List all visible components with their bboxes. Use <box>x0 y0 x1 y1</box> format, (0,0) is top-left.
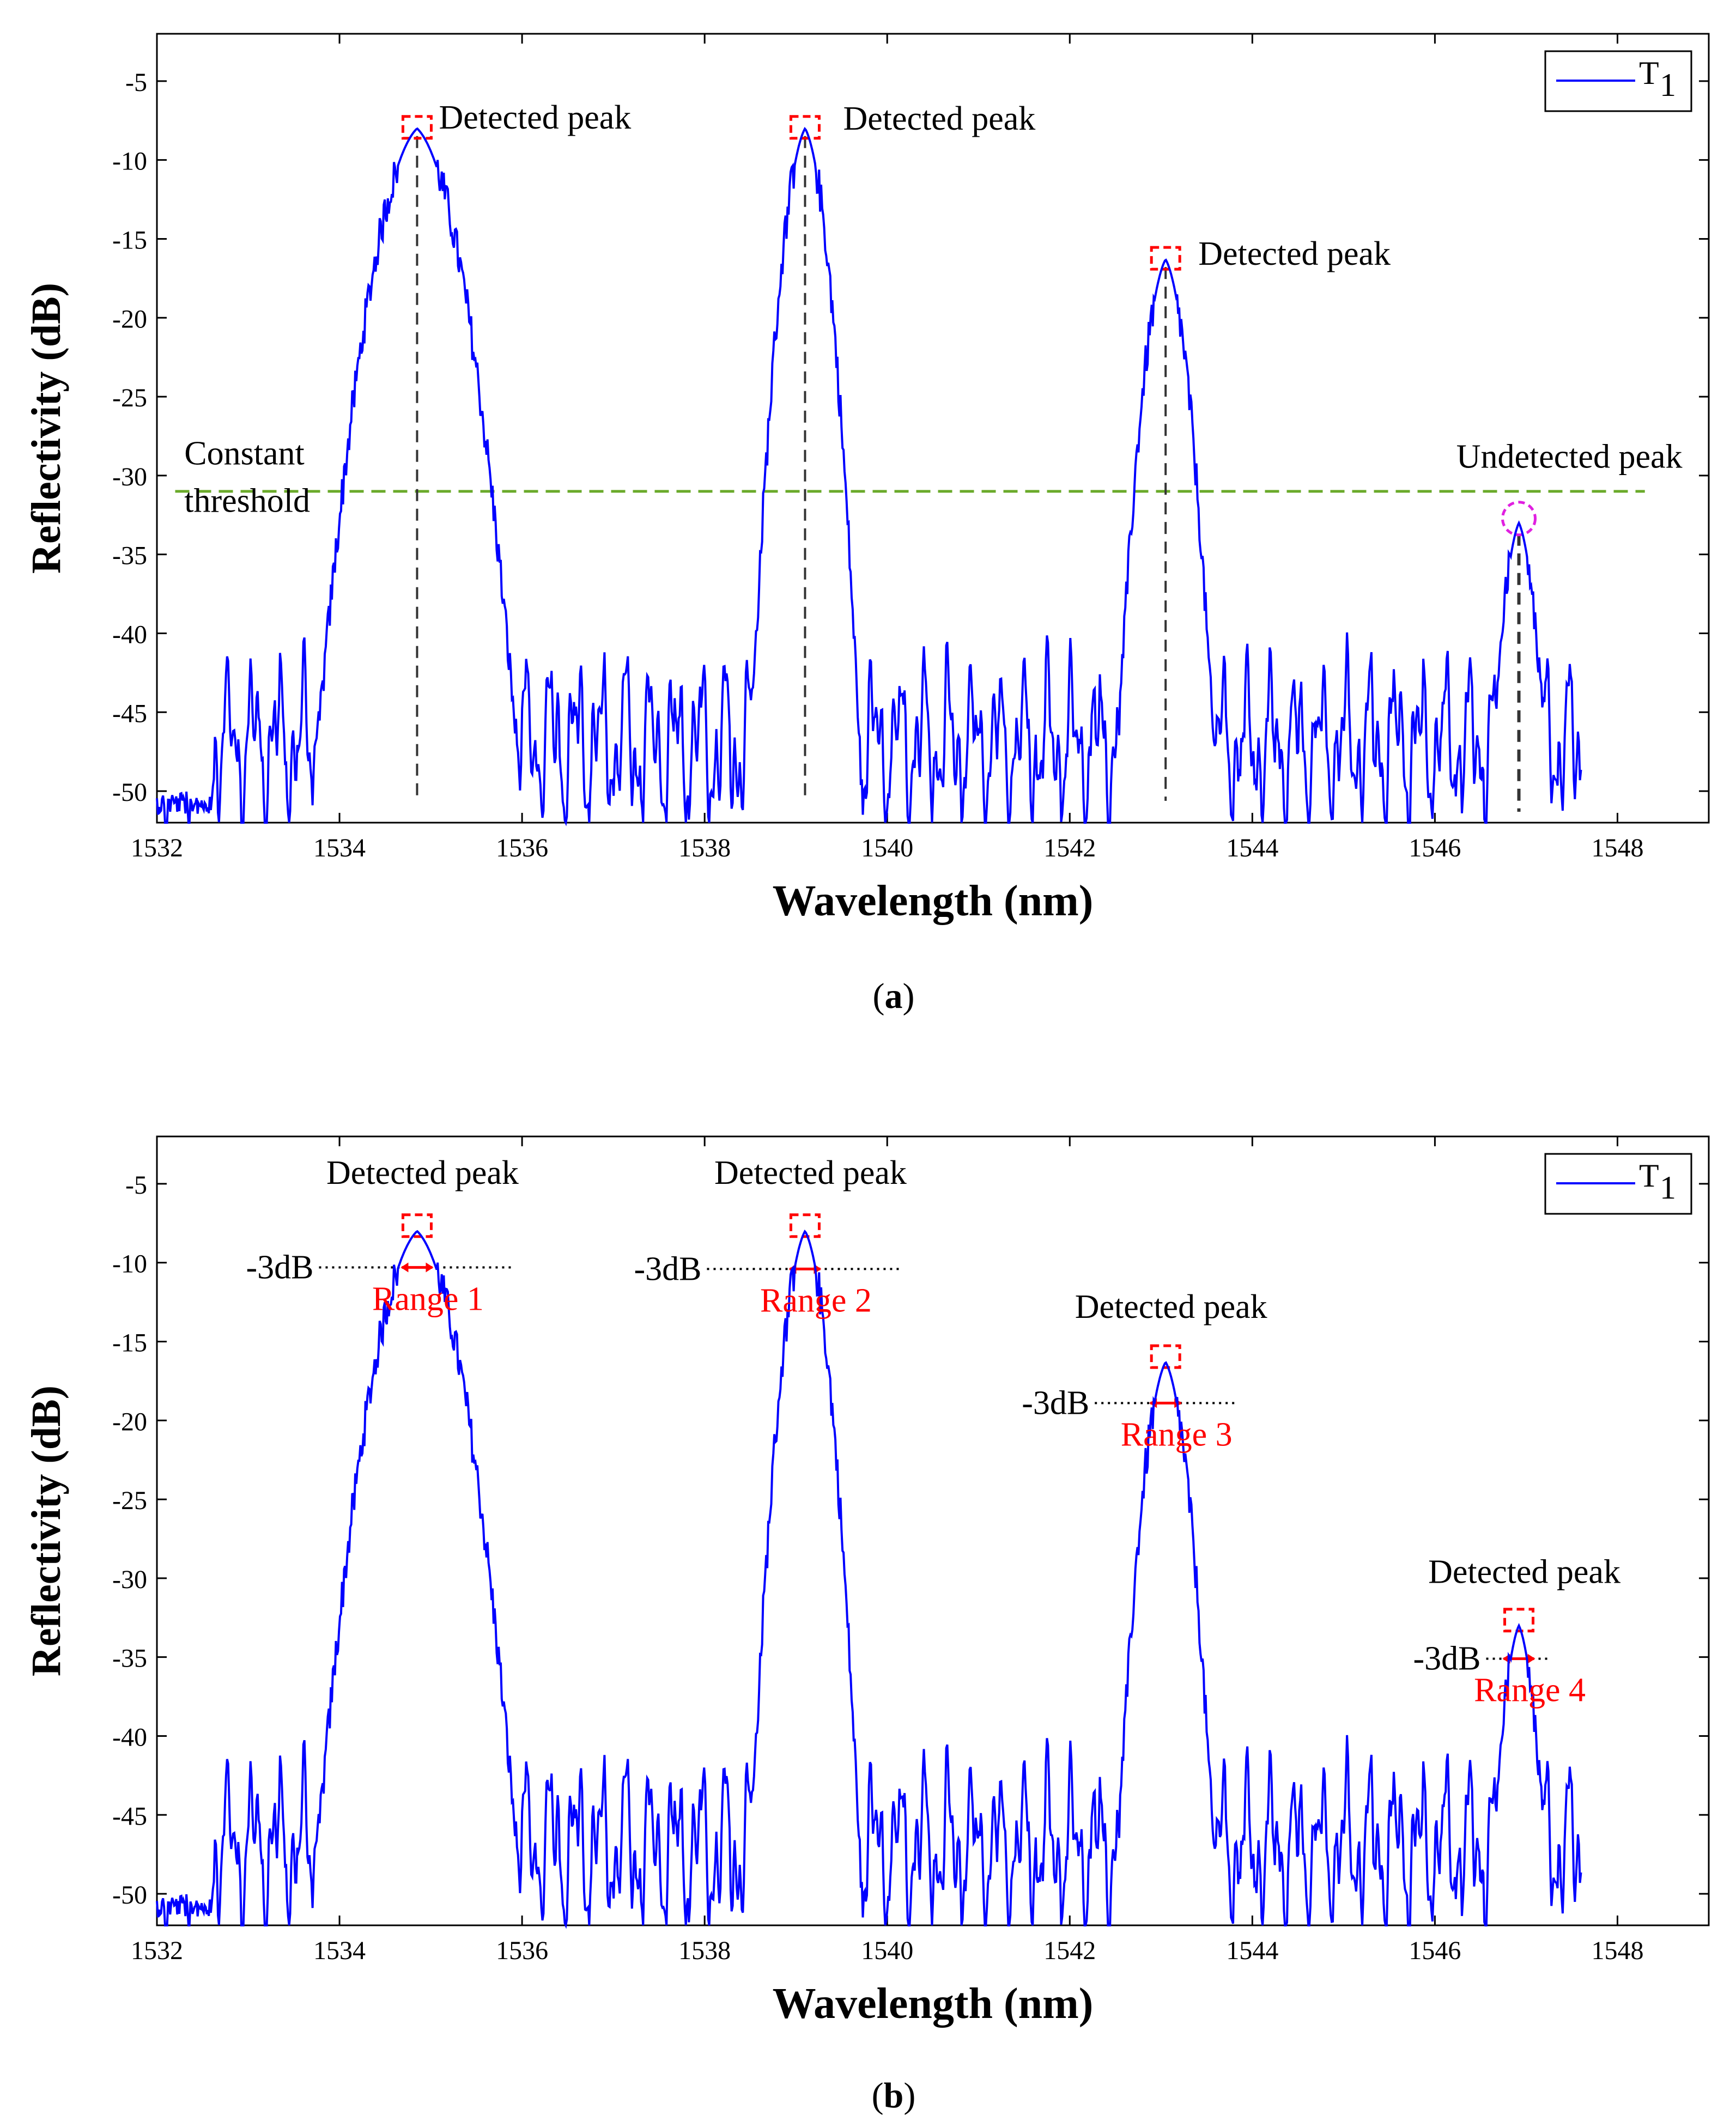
y-tick-label: -10 <box>112 1250 147 1279</box>
x-tick-label: 1544 <box>1226 1936 1278 1965</box>
x-tick-label: 1544 <box>1226 834 1278 862</box>
threshold-line: Constant threshold <box>175 435 1645 519</box>
panel-label-b: (b) <box>872 2076 916 2115</box>
x-tick-label: 1548 <box>1591 1936 1643 1965</box>
y-tick-label: -40 <box>112 1723 147 1752</box>
series-t1-b <box>156 1229 1582 1929</box>
detected-peak-box <box>1503 1608 1535 1633</box>
range-label: Range 2 <box>760 1282 872 1319</box>
x-tick-label: 1546 <box>1409 834 1461 862</box>
y-tick-label: -25 <box>112 384 147 412</box>
detected-peak-box <box>789 1213 821 1238</box>
legend-label: T <box>1639 55 1659 91</box>
threshold-label-line2: threshold <box>184 482 310 519</box>
annotations-b: Detected peak -3dB Range 1 Detected peak -3d… <box>246 1154 1620 1709</box>
x-tick-label: 1538 <box>678 1936 731 1965</box>
y-tick-label: -15 <box>112 226 147 254</box>
detected-peak-box <box>789 115 821 140</box>
range-label: Range 1 <box>372 1280 484 1317</box>
peak-markers-a <box>401 115 1537 812</box>
detected-peak-label: Detected peak <box>439 99 631 136</box>
y-tick-label: -35 <box>112 542 147 570</box>
y-tick-label: -20 <box>112 305 147 333</box>
y-tick-label: -40 <box>112 620 147 649</box>
plot-area-b <box>156 1135 1710 1926</box>
chart-panel-a: 1532 1534 1536 1538 1540 1542 1544 1546 1548 -5 -1… <box>23 33 1710 1016</box>
axes-b: 1532 1534 1536 1538 1540 1542 1544 1546 1548 -5 -1… <box>112 1136 1709 1965</box>
y-tick-label: -50 <box>112 778 147 807</box>
detected-peak-box <box>401 1213 433 1238</box>
detected-peak-label: Detected peak <box>1075 1288 1267 1326</box>
x-tick-label: 1546 <box>1409 1936 1461 1965</box>
plot-area-a <box>156 33 1710 824</box>
undetected-peak-label: Undetected peak <box>1456 438 1683 475</box>
x-tick-label: 1538 <box>678 834 731 862</box>
annotations-a: Detected peak Detected peak Detected peak U… <box>439 99 1682 476</box>
detected-peak-label: Detected peak <box>1198 235 1391 272</box>
detected-peak-box <box>1150 1344 1181 1369</box>
range-label: Range 4 <box>1474 1672 1586 1709</box>
x-tick-label: 1548 <box>1591 834 1643 862</box>
range-label: Range 3 <box>1121 1416 1233 1453</box>
detected-peak-label: Detected peak <box>1428 1554 1620 1591</box>
detected-peak-label: Detected peak <box>714 1154 907 1191</box>
y-tick-label: -30 <box>112 1565 147 1594</box>
x-tick-label: 1540 <box>861 1936 913 1965</box>
legend-label: T <box>1639 1158 1659 1194</box>
x-tick-label: 1540 <box>861 834 913 862</box>
range-arrowheads <box>400 1262 434 1273</box>
legend-subscript: 1 <box>1660 67 1676 103</box>
y-tick-label: -5 <box>125 1171 147 1200</box>
x-tick-label: 1536 <box>496 834 548 862</box>
detected-peak-box <box>401 115 433 140</box>
range-arrowheads <box>1149 1398 1182 1408</box>
x-tick-label: 1536 <box>496 1936 548 1965</box>
y-axis-label-b: Reflectivity (dB) <box>23 1385 69 1676</box>
minus-3db-label: -3dB <box>1413 1640 1481 1677</box>
x-axis-label-b: Wavelength (nm) <box>773 1980 1094 2028</box>
minus-3db-label: -3dB <box>634 1250 701 1287</box>
panel-label-a: (a) <box>873 976 915 1016</box>
y-tick-label: -20 <box>112 1407 147 1436</box>
threshold-label-line1: Constant <box>184 435 304 472</box>
y-tick-label: -10 <box>112 147 147 176</box>
y-tick-label: -45 <box>112 699 147 728</box>
x-axis-label-a: Wavelength (nm) <box>773 877 1094 925</box>
y-axis-label-a: Reflectivity (dB) <box>23 283 69 574</box>
series-t1-a <box>156 126 1582 826</box>
y-tick-label: -35 <box>112 1644 147 1673</box>
undetected-peak-circle <box>1501 501 1537 537</box>
minus-3db-label: -3dB <box>246 1249 313 1286</box>
detected-peak-label: Detected peak <box>326 1154 519 1191</box>
axes-a: 1532 1534 1536 1538 1540 1542 1544 1546 1548 -5 -1… <box>112 34 1709 862</box>
y-tick-label: -30 <box>112 463 147 491</box>
x-tick-label: 1534 <box>313 834 366 862</box>
x-tick-label: 1532 <box>131 834 183 862</box>
y-tick-label: -45 <box>112 1802 147 1831</box>
chart-panel-b: 1532 1534 1536 1538 1540 1542 1544 1546 1548 -5 -1… <box>23 1135 1710 2115</box>
y-tick-label: -50 <box>112 1881 147 1910</box>
y-tick-label: -5 <box>125 68 147 97</box>
legend-subscript: 1 <box>1660 1170 1676 1206</box>
y-tick-label: -15 <box>112 1328 147 1357</box>
series-line-t1 <box>156 1229 1582 1929</box>
detected-peak-box <box>1150 246 1181 271</box>
x-tick-label: 1534 <box>313 1936 366 1965</box>
x-tick-label: 1542 <box>1043 834 1096 862</box>
x-tick-label: 1532 <box>131 1936 183 1965</box>
x-tick-label: 1542 <box>1043 1936 1096 1965</box>
y-tick-label: -25 <box>112 1486 147 1515</box>
series-line-t1 <box>156 126 1582 826</box>
detected-peak-label: Detected peak <box>843 100 1035 137</box>
minus-3db-label: -3dB <box>1022 1384 1089 1421</box>
